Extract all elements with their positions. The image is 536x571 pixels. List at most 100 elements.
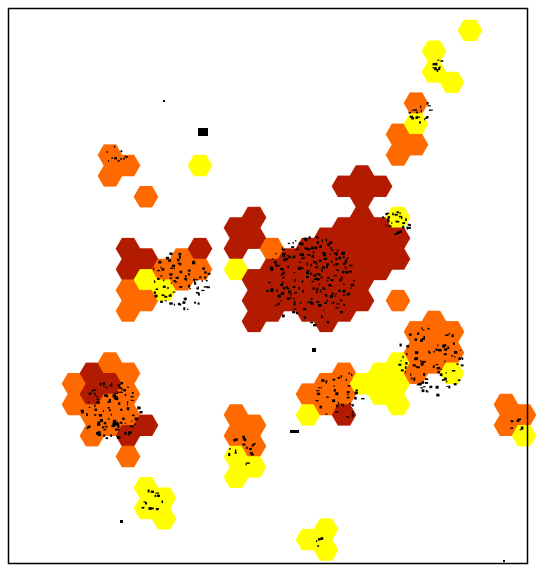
building-footprint xyxy=(170,282,172,284)
building-footprint xyxy=(109,385,113,387)
density-hexagon[interactable] xyxy=(511,424,536,447)
density-hexagon[interactable] xyxy=(367,175,393,197)
building-footprint xyxy=(161,500,164,504)
building-footprint xyxy=(343,405,345,407)
building-footprint xyxy=(404,370,406,374)
building-footprint xyxy=(295,311,299,315)
building-footprint xyxy=(292,286,296,288)
building-footprint xyxy=(510,427,513,429)
building-footprint xyxy=(447,346,450,349)
building-footprint xyxy=(104,394,107,397)
building-footprint xyxy=(269,266,273,269)
building-footprint xyxy=(318,387,320,389)
building-footprint xyxy=(112,394,116,398)
building-footprint xyxy=(385,213,388,216)
building-footprint xyxy=(120,387,123,390)
density-hexagon[interactable] xyxy=(115,445,141,468)
density-hexagon[interactable] xyxy=(385,393,411,416)
density-hexagon[interactable] xyxy=(349,289,375,312)
building-footprint xyxy=(246,462,250,464)
building-footprint xyxy=(332,399,336,403)
building-footprint xyxy=(103,384,105,387)
density-hexagon[interactable] xyxy=(385,289,411,312)
building-footprint xyxy=(333,385,335,387)
building-footprint xyxy=(197,302,200,305)
building-footprint xyxy=(196,287,199,290)
building-footprint xyxy=(127,386,129,388)
building-footprint xyxy=(318,303,322,307)
building-footprint xyxy=(233,439,237,442)
density-hexagon[interactable] xyxy=(187,154,213,177)
building-footprint xyxy=(179,286,183,288)
building-footprint xyxy=(282,271,286,274)
building-footprint xyxy=(310,321,314,324)
building-footprint xyxy=(343,304,346,306)
building-footprint xyxy=(130,399,134,401)
building-footprint xyxy=(335,253,338,256)
building-footprint xyxy=(322,251,326,255)
density-hexagon[interactable] xyxy=(241,456,267,478)
building-footprint xyxy=(137,406,139,410)
building-footprint xyxy=(325,238,328,242)
building-footprint xyxy=(409,115,413,118)
building-footprint xyxy=(243,438,247,442)
building-footprint xyxy=(421,327,423,329)
building-footprint xyxy=(335,404,339,408)
building-footprint xyxy=(201,280,203,282)
building-footprint xyxy=(446,380,448,383)
density-hexagon[interactable] xyxy=(403,134,429,156)
building-footprint xyxy=(424,117,428,119)
building-footprint xyxy=(347,385,351,387)
building-footprint xyxy=(177,302,180,306)
building-footprint xyxy=(110,434,112,437)
building-footprint xyxy=(235,449,237,453)
building-footprint xyxy=(321,266,325,269)
building-footprint xyxy=(286,297,290,301)
building-footprint xyxy=(311,255,315,258)
building-footprint xyxy=(287,266,289,268)
building-footprint xyxy=(294,291,298,294)
building-footprint xyxy=(280,269,285,271)
building-footprint xyxy=(319,259,321,263)
building-footprint xyxy=(147,489,150,493)
building-footprint xyxy=(155,508,159,511)
building-footprint xyxy=(415,366,419,368)
density-hexagon[interactable] xyxy=(115,154,141,177)
building-footprint xyxy=(337,376,340,379)
building-footprint xyxy=(117,384,119,386)
building-footprint xyxy=(206,286,210,289)
building-footprint xyxy=(345,270,349,274)
building-footprint xyxy=(307,254,311,256)
building-footprint xyxy=(343,283,345,286)
density-hexagon[interactable] xyxy=(133,186,159,208)
building-footprint xyxy=(292,311,296,314)
building-footprint xyxy=(280,300,282,302)
building-footprint xyxy=(178,252,182,256)
building-footprint xyxy=(270,267,274,271)
building-footprint xyxy=(277,294,281,298)
building-footprint xyxy=(160,275,163,277)
building-footprint xyxy=(282,252,286,256)
building-footprint xyxy=(454,351,458,354)
building-footprint xyxy=(446,385,450,387)
building-footprint xyxy=(332,378,336,381)
density-hexagon[interactable] xyxy=(439,71,465,93)
building-footprint xyxy=(413,378,415,382)
building-footprint xyxy=(305,247,308,250)
density-hexagon[interactable] xyxy=(385,248,411,270)
building-footprint xyxy=(249,452,254,455)
building-footprint xyxy=(194,301,196,304)
density-hexagon[interactable] xyxy=(313,539,339,561)
density-hexagon[interactable] xyxy=(151,508,177,530)
building-footprint xyxy=(195,279,199,281)
building-footprint xyxy=(321,276,324,278)
building-footprint xyxy=(335,293,337,295)
building-footprint xyxy=(406,353,408,356)
building-footprint xyxy=(426,390,429,393)
density-hexagon[interactable] xyxy=(133,414,159,437)
building-footprint xyxy=(411,117,415,120)
building-footprint xyxy=(188,284,191,288)
density-hexagon[interactable] xyxy=(457,19,483,42)
building-footprint xyxy=(169,273,173,276)
